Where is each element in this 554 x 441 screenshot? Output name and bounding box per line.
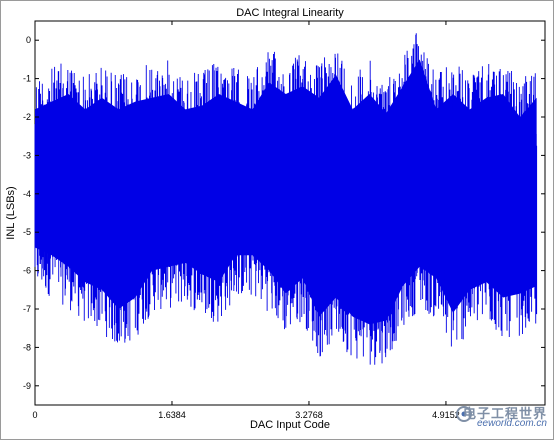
chart-title: DAC Integral Linearity	[236, 7, 344, 19]
y-tick-label: -5	[23, 227, 31, 237]
y-tick-label: -8	[23, 342, 31, 352]
y-tick-label: -6	[23, 266, 31, 276]
x-axis-title: DAC Input Code	[250, 419, 330, 431]
tick-layer: 0 1.6384 3.2768 4.9152 0 -1 -2 -3 -4 -5 -6 -7 -8 -9	[23, 21, 545, 420]
y-axis-title: INL (LSBs)	[5, 186, 17, 239]
x-tick-label: 4.9152	[432, 410, 460, 420]
x-tick-label: 3.2768	[295, 410, 323, 420]
watermark: 电子工程世界 eeworld.com.cn	[455, 403, 547, 433]
watermark-main-text: 电子工程世界	[462, 407, 547, 422]
watermark-url-text: eeworld.com.cn	[476, 418, 547, 429]
y-tick-label: -1	[23, 74, 31, 84]
y-tick-label: -4	[23, 189, 31, 199]
eeworld-logo-icon	[456, 406, 472, 422]
x-tick-label: 0	[32, 410, 37, 420]
y-tick-label: 0	[26, 35, 31, 45]
inl-series-trace	[34, 33, 538, 365]
y-tick-label: -9	[23, 381, 31, 391]
x-tick-label: 1.6384	[158, 410, 186, 420]
y-tick-label: -2	[23, 112, 31, 122]
y-tick-label: -7	[23, 304, 31, 314]
data-layer	[34, 33, 538, 365]
y-tick-label: -3	[23, 150, 31, 160]
